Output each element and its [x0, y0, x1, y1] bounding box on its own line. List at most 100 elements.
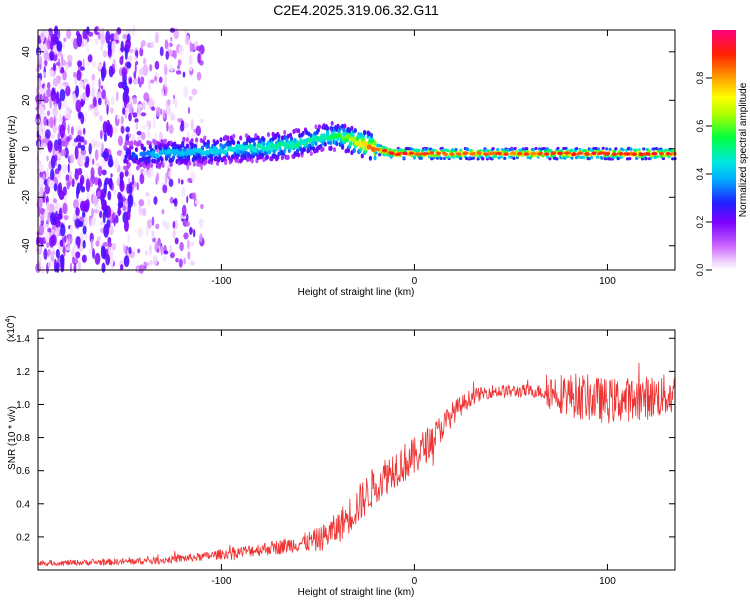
spectrogram-ridge-cell: [460, 150, 464, 154]
spectrogram-noise-blob: [140, 42, 143, 51]
spectrogram-noise-blob: [160, 108, 163, 115]
spectrogram-noise-blob: [111, 242, 117, 251]
spectrogram-ridge-peak: [510, 151, 516, 155]
spectrogram-ridge-cell: [592, 146, 596, 151]
spectrogram-ridge-peak: [395, 152, 401, 157]
spectrogram-ridge-cell: [206, 143, 210, 149]
spectrogram-y-tick-label: 40: [21, 46, 32, 58]
spectrogram-noise-blob: [88, 142, 92, 155]
spectrogram-ridge-cell: [351, 132, 355, 138]
spectrogram-noise-blob: [55, 262, 60, 274]
spectrogram-noise-blob: [63, 214, 69, 221]
spectrogram-noise-blob: [58, 207, 63, 219]
spectrogram-ridge-cell: [272, 149, 276, 155]
spectrogram-ridge-peak: [290, 143, 296, 149]
spectrogram-ridge-cell: [185, 137, 190, 143]
spectrogram-noise-blob: [125, 126, 130, 133]
spectrogram-noise-blob: [74, 218, 81, 228]
spectrogram-noise-blob: [101, 89, 106, 100]
spectrogram-ridge-peak: [665, 151, 671, 156]
spectrogram-noise-blob: [63, 37, 67, 42]
spectrogram-noise-blob: [138, 204, 143, 216]
spectrogram-noise-blob: [60, 149, 66, 157]
spectrogram-noise-blob: [167, 98, 171, 106]
spectrogram-noise-blob: [172, 220, 176, 229]
spectrogram-ridge-cell: [301, 130, 305, 136]
spectrogram-noise-blob: [43, 248, 48, 261]
spectrogram-noise-blob: [84, 111, 87, 123]
spectrogram-noise-blob: [162, 255, 167, 263]
spectrogram-ridge-cell: [344, 148, 348, 154]
spectrogram-noise-blob: [121, 67, 128, 77]
spectrogram-ridge-cell: [430, 154, 434, 158]
spectrogram-ridge-cell: [286, 154, 290, 160]
spectrogram-noise-blob: [181, 204, 187, 217]
spectrogram-noise-blob: [181, 186, 186, 198]
spectrogram-noise-blob: [102, 50, 108, 58]
spectrogram-ridge-cell: [138, 139, 142, 145]
spectrogram-noise-blob: [46, 119, 49, 126]
spectrogram-noise-blob: [120, 115, 124, 125]
snr-x-tick-label: 0: [412, 576, 418, 587]
spectrogram-ridge-peak: [604, 152, 611, 156]
spectrogram-noise-blob: [119, 180, 125, 192]
spectrogram-noise-blob: [46, 169, 50, 178]
spectrogram-ridge-peak: [362, 140, 368, 147]
spectrogram-noise-blob: [82, 225, 87, 235]
spectrogram-ridge-cell: [570, 156, 574, 160]
spectrogram-noise-blob: [122, 205, 127, 212]
spectrogram-noise-blob: [97, 179, 102, 188]
spectrogram-ridge-cell: [226, 135, 230, 141]
spectrogram-ridge-cell: [123, 165, 127, 171]
spectrogram-noise-blob: [63, 197, 67, 203]
spectrogram-noise-blob: [121, 80, 128, 91]
spectrogram-noise-blob: [75, 85, 80, 98]
spectrogram-ridge-cell: [237, 149, 242, 155]
spectrogram-ridge-cell: [154, 144, 158, 150]
spectrogram-noise-blob: [175, 257, 179, 263]
colorbar-tick-label: 0.6: [695, 120, 705, 133]
spectrogram-ridge-cell: [132, 154, 136, 160]
spectrogram-noise-blob: [147, 132, 151, 139]
spectrogram-noise-blob: [69, 224, 73, 237]
spectrogram-noise-blob: [101, 203, 107, 211]
spectrogram-noise-blob: [79, 66, 85, 71]
spectrogram-ridge-cell: [250, 158, 254, 164]
spectrogram-noise-blob: [186, 239, 190, 250]
spectrogram-noise-blob: [59, 79, 63, 92]
spectrogram-ridge-cell: [127, 149, 132, 155]
spectrogram-ridge-cell: [621, 148, 625, 152]
spectrogram-noise-blob: [163, 250, 169, 255]
spectrogram-noise-blob: [183, 257, 187, 265]
spectrogram-noise-blob: [99, 210, 103, 219]
spectrogram-noise-blob: [80, 174, 85, 185]
spectrogram-noise-blob: [107, 236, 112, 244]
spectrogram-noise-blob: [146, 219, 152, 229]
spectrogram-noise-blob: [77, 237, 81, 249]
spectrogram-noise-blob: [40, 264, 44, 274]
spectrogram-ridge-peak: [523, 152, 529, 156]
spectrogram-noise-blob: [143, 92, 150, 102]
spectrogram-ridge-cell: [156, 157, 161, 163]
spectrogram-noise-blob: [60, 59, 67, 66]
spectrogram-noise-blob: [97, 97, 102, 106]
spectrogram-ridge-peak: [184, 150, 190, 156]
spectrogram-noise-blob: [191, 88, 198, 96]
spectrogram-noise-blob: [144, 250, 148, 256]
spectrogram-noise-blob: [130, 134, 136, 142]
spectrogram-ridge-cell: [581, 155, 586, 160]
spectrogram-ridge-cell: [192, 161, 196, 167]
spectrogram-ridge-cell: [332, 147, 337, 153]
spectrogram-ridge-peak: [175, 149, 181, 156]
spectrogram-noise-blob: [134, 55, 137, 61]
spectrogram-noise-blob: [123, 94, 127, 109]
spectrogram-ridge-peak: [341, 135, 347, 142]
spectrogram-ridge-peak: [243, 145, 249, 151]
svg-text:(x104): (x104): [5, 315, 17, 342]
spectrogram-ridge-peak: [584, 152, 590, 156]
spectrogram-noise-blob: [143, 262, 149, 267]
spectrogram-ridge-cell: [481, 157, 485, 161]
spectrogram-noise-blob: [102, 246, 107, 260]
snr-plot-area: [38, 330, 675, 570]
spectrogram-noise-blob: [99, 115, 103, 122]
